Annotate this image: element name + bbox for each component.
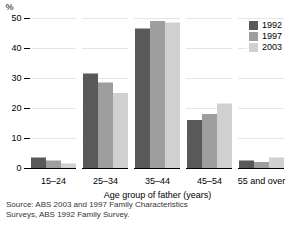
svg-text:30: 30	[11, 73, 21, 83]
html-text:Source: ABS 2003 and 1997 Fami: Source: ABS 2003 and 1997 Family Charact…	[6, 200, 188, 219]
html-text:2003: 2003	[262, 42, 282, 52]
svg-text:20: 20	[11, 103, 21, 113]
svg-text:10: 10	[11, 133, 21, 143]
svg-text:15–24: 15–24	[41, 176, 66, 186]
svg-text:45–54: 45–54	[197, 176, 222, 186]
svg-text:40: 40	[11, 43, 21, 53]
html-text:1992: 1992	[262, 20, 282, 30]
svg-text:55 and over: 55 and over	[238, 176, 286, 186]
svg-text:35–44: 35–44	[145, 176, 170, 186]
svg-text:%: %	[6, 2, 14, 12]
svg-text:25–34: 25–34	[93, 176, 118, 186]
svg-text:50: 50	[11, 13, 21, 23]
svg-text:Age group of father (years): Age group of father (years)	[104, 190, 212, 200]
html-text:1997: 1997	[262, 31, 282, 41]
svg-text:0: 0	[16, 163, 21, 173]
